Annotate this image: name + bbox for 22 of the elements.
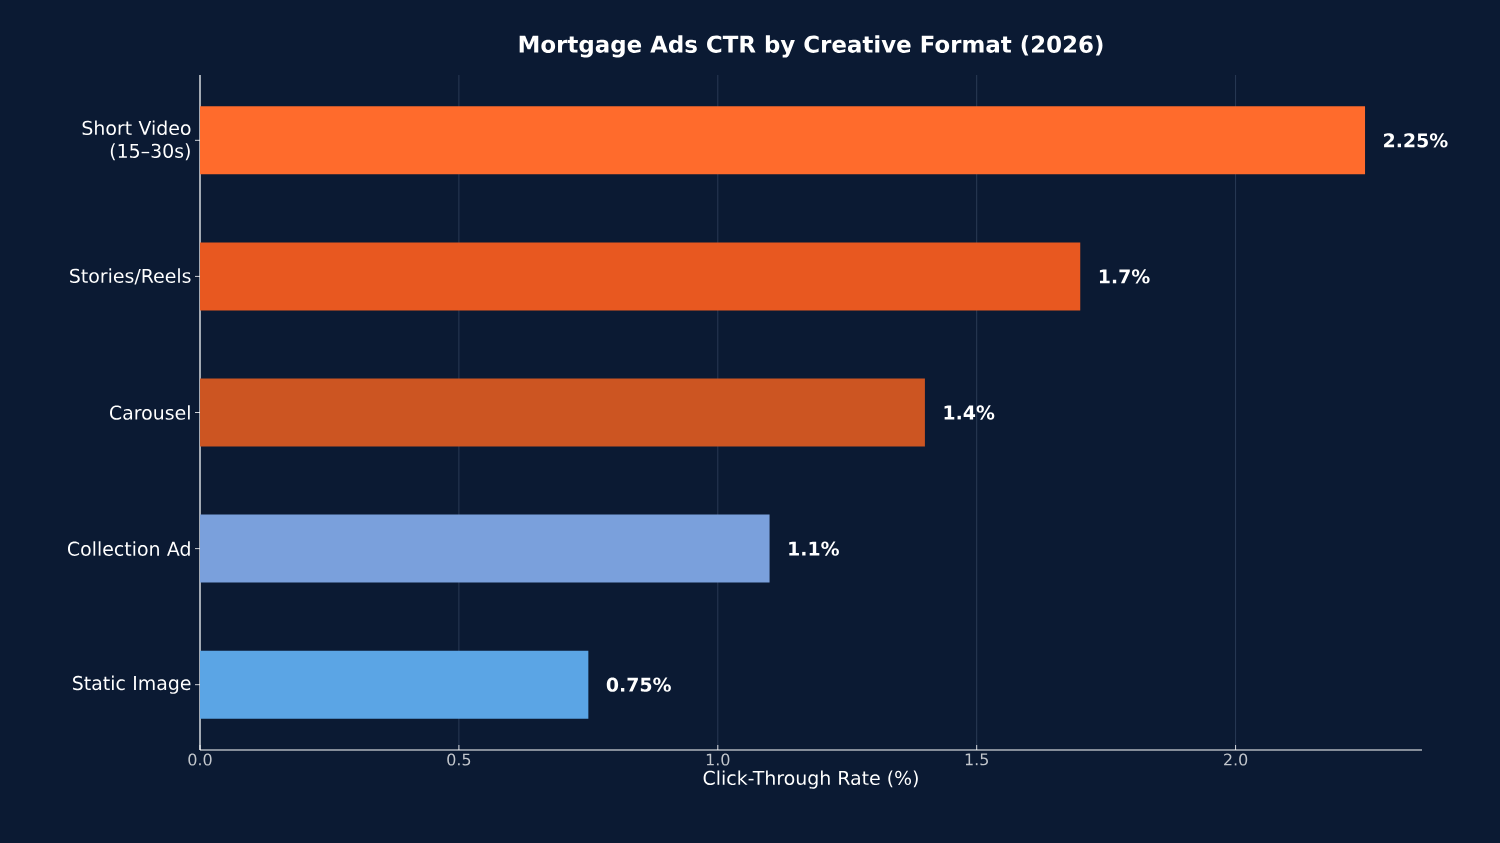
bar: [200, 106, 1366, 175]
data-label: 0.75%: [606, 677, 671, 692]
chart-title: Mortgage Ads CTR by Creative Format (2026): [519, 35, 1103, 58]
x-tick-label: 1.0: [706, 753, 730, 766]
bar: [200, 378, 925, 447]
x-tick-label: 0.5: [447, 753, 471, 766]
data-label: 1.1%: [789, 541, 839, 556]
x-tick-label: 1.5: [965, 753, 988, 766]
data-label: 1.7%: [1099, 269, 1150, 284]
y-tick-label: Collection Ad: [67, 541, 190, 556]
data-label: 2.25%: [1384, 133, 1448, 148]
x-axis-title: Click-Through Rate (%): [703, 770, 918, 789]
data-label: 1.4%: [944, 405, 995, 420]
y-tick-label: Static Image: [73, 675, 191, 694]
x-tick-label: 2.0: [1224, 753, 1248, 766]
bar: [200, 650, 589, 719]
y-tick-label: Carousel: [110, 405, 190, 420]
x-tick-label: 0.0: [188, 753, 212, 766]
y-tick-label: Short Video (15–30s): [82, 120, 191, 161]
bar: [200, 514, 770, 583]
bar: [200, 242, 1081, 311]
y-tick-label: Stories/Reels: [70, 268, 191, 285]
